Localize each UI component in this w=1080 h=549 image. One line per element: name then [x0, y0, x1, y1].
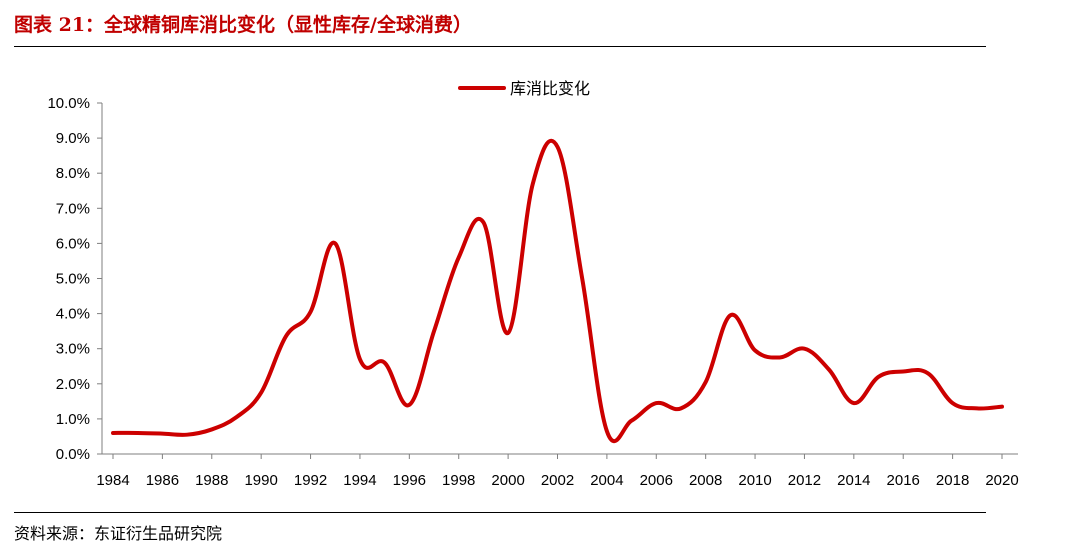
series-line: [111, 138, 1004, 443]
x-tick-label: 1986: [146, 472, 179, 489]
y-tick-label: 10.0%: [47, 95, 90, 112]
x-tick-label: 2004: [590, 472, 623, 489]
y-tick-label: 7.0%: [56, 200, 90, 217]
x-tick-label: 1984: [96, 472, 129, 489]
x-tick-label: 2012: [788, 472, 821, 489]
x-tick-label: 1998: [442, 472, 475, 489]
series-layer: [111, 138, 1004, 443]
y-tick-label: 0.0%: [56, 446, 90, 463]
x-tick-label: 2018: [936, 472, 969, 489]
x-tick-label: 2000: [491, 472, 524, 489]
chart-title: 图表 21：全球精铜库消比变化（显性库存/全球消费）: [14, 14, 472, 36]
x-tick-label: 1990: [244, 472, 277, 489]
x-tick-label: 1988: [195, 472, 228, 489]
x-axis: 1984 1986 1988 1990 1992 1994 1996 1998 2000 2002…: [96, 453, 1019, 489]
x-tick-label: 2016: [887, 472, 920, 489]
x-tick-label: 2010: [738, 472, 771, 489]
line-chart: 0.0% 1.0% 2.0% 3.0% 4.0% 5.0% 6.0% 7.0% 8.0% 9.0%…: [47, 79, 1019, 489]
x-tick-label: 2020: [985, 472, 1018, 489]
legend: 库消比变化: [458, 79, 590, 98]
legend-label: 库消比变化: [510, 79, 590, 98]
y-axis: 0.0% 1.0% 2.0% 3.0% 4.0% 5.0% 6.0% 7.0% 8.0% 9.0%…: [47, 95, 103, 463]
x-tick-label: 2014: [837, 472, 870, 489]
x-tick-label: 2008: [689, 472, 722, 489]
source-note: 资料来源：东证衍生品研究院: [14, 524, 223, 543]
y-tick-label: 5.0%: [56, 271, 90, 288]
x-tick-label: 2002: [541, 472, 574, 489]
y-tick-label: 4.0%: [56, 306, 90, 323]
y-tick-label: 3.0%: [56, 341, 90, 358]
x-tick-label: 1994: [343, 472, 376, 489]
x-tick-label: 1992: [294, 472, 327, 489]
source-divider: [14, 512, 986, 513]
y-tick-label: 2.0%: [56, 376, 90, 393]
y-tick-label: 1.0%: [56, 411, 90, 428]
x-tick-label: 2006: [640, 472, 673, 489]
y-tick-label: 9.0%: [56, 130, 90, 147]
y-tick-label: 8.0%: [56, 165, 90, 182]
title-divider: [14, 46, 986, 47]
y-tick-label: 6.0%: [56, 235, 90, 252]
x-tick-label: 1996: [393, 472, 426, 489]
